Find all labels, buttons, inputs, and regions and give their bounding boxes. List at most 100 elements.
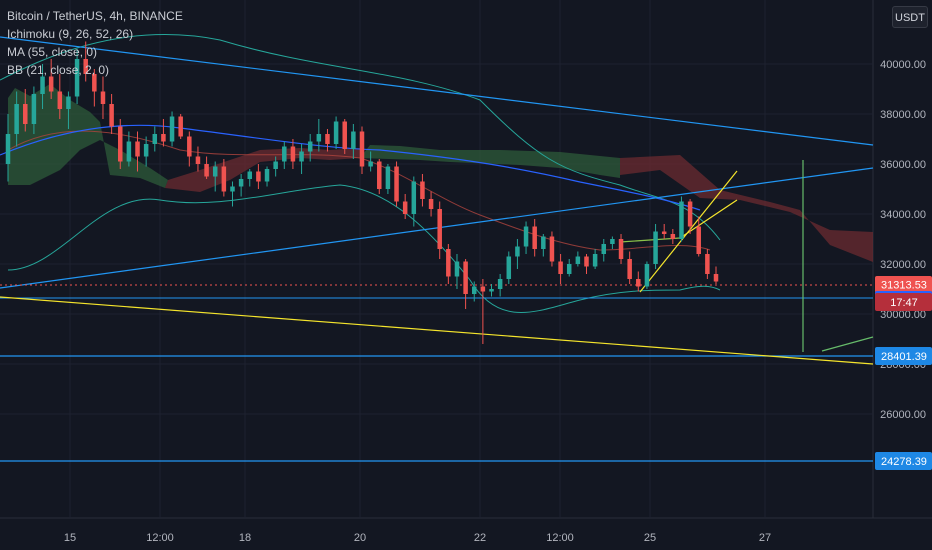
legend-ma[interactable]: MA (55, close, 0) bbox=[7, 45, 98, 59]
candle-body bbox=[644, 264, 650, 287]
candle bbox=[471, 281, 477, 302]
candle bbox=[126, 131, 132, 167]
candle bbox=[713, 266, 719, 284]
candle-body bbox=[679, 201, 684, 239]
time-tick-label: 12:00 bbox=[146, 532, 174, 544]
candle bbox=[273, 156, 278, 177]
candle bbox=[238, 174, 244, 197]
candle bbox=[359, 126, 365, 174]
time-tick-label: 27 bbox=[759, 532, 771, 544]
candle-body bbox=[523, 226, 529, 247]
candle bbox=[411, 176, 417, 227]
ichimoku-cloud-bear bbox=[165, 148, 360, 192]
candle bbox=[541, 234, 546, 257]
candle bbox=[489, 284, 494, 297]
time-tick-label: 15 bbox=[64, 532, 76, 544]
moving-average-line bbox=[0, 124, 701, 211]
candle-body bbox=[74, 59, 80, 97]
candle bbox=[333, 116, 339, 149]
candle-body bbox=[333, 121, 339, 144]
candle-body bbox=[377, 161, 382, 189]
candle bbox=[402, 194, 408, 219]
candle-body bbox=[506, 256, 512, 279]
time-tick-label: 25 bbox=[644, 532, 656, 544]
time-tick-label: 12:00 bbox=[546, 532, 574, 544]
candle bbox=[558, 254, 563, 284]
candle bbox=[463, 259, 468, 309]
candle-body bbox=[653, 231, 658, 264]
price-tick-label: 32000.00 bbox=[880, 259, 926, 271]
candle-body bbox=[204, 164, 209, 177]
candle bbox=[627, 251, 632, 284]
candle bbox=[653, 224, 658, 269]
candle bbox=[636, 271, 641, 292]
price-tick-label: 38000.00 bbox=[880, 109, 926, 121]
candle bbox=[515, 239, 520, 269]
candle-body bbox=[359, 131, 365, 167]
candle-body bbox=[40, 76, 45, 94]
candle-body bbox=[471, 286, 477, 294]
candle bbox=[497, 274, 503, 297]
candle bbox=[117, 119, 123, 169]
candle-body bbox=[57, 91, 63, 109]
candle bbox=[92, 69, 97, 107]
candle bbox=[687, 199, 693, 234]
candle-body bbox=[135, 141, 140, 157]
candle bbox=[100, 76, 106, 119]
bollinger-upper bbox=[0, 34, 721, 241]
ichimoku-cloud-bull bbox=[360, 145, 620, 178]
legend-ichimoku[interactable]: Ichimoku (9, 26, 52, 26) bbox=[7, 27, 134, 41]
candle bbox=[696, 216, 701, 257]
price-tick-label: 36000.00 bbox=[880, 159, 926, 171]
candle bbox=[135, 131, 140, 172]
candle bbox=[575, 251, 581, 267]
candle-body bbox=[66, 96, 71, 109]
candle bbox=[247, 169, 253, 187]
candle-body bbox=[351, 131, 356, 149]
candle bbox=[506, 251, 512, 284]
countdown-label-box bbox=[875, 293, 932, 311]
candle-body bbox=[212, 166, 218, 177]
candle-body bbox=[143, 144, 149, 157]
candle bbox=[299, 144, 304, 174]
candle-body bbox=[402, 201, 408, 214]
trendline-rising bbox=[0, 167, 874, 289]
candle-body bbox=[48, 76, 54, 92]
candle bbox=[670, 229, 676, 244]
level-label-24278: 24278.39 bbox=[881, 456, 927, 468]
current-price-label-box bbox=[875, 276, 932, 293]
candle-body bbox=[230, 186, 235, 192]
candle-body bbox=[178, 116, 183, 137]
candle bbox=[679, 196, 684, 242]
chart-title: Bitcoin / TetherUS, 4h, BINANCE bbox=[7, 9, 183, 23]
candle-body bbox=[411, 181, 417, 214]
countdown-label: 17:47 bbox=[890, 297, 918, 309]
candle bbox=[212, 161, 218, 192]
candle-body bbox=[480, 286, 486, 292]
candle bbox=[644, 261, 650, 289]
candle-body bbox=[126, 141, 132, 162]
candle-body bbox=[636, 279, 641, 287]
candle-body bbox=[325, 134, 330, 144]
candle-body bbox=[169, 116, 175, 142]
candle bbox=[705, 249, 710, 279]
candle-body bbox=[152, 134, 158, 144]
candle-body bbox=[661, 231, 667, 234]
level-label-28401-box bbox=[875, 347, 932, 365]
candle-body bbox=[618, 239, 624, 259]
candle-body bbox=[307, 141, 313, 152]
legend-bb[interactable]: BB (21, close, 2, 0) bbox=[7, 63, 110, 77]
candle bbox=[40, 64, 45, 109]
candle-body bbox=[515, 246, 520, 257]
candle-body bbox=[446, 249, 451, 277]
currency-button[interactable]: USDT bbox=[892, 6, 928, 28]
candle bbox=[221, 159, 227, 197]
candle-body bbox=[83, 59, 88, 74]
candle-body bbox=[247, 171, 253, 179]
candle-body bbox=[463, 261, 468, 294]
candle bbox=[169, 111, 175, 147]
candle-body bbox=[670, 234, 676, 239]
candle-body bbox=[342, 121, 347, 149]
